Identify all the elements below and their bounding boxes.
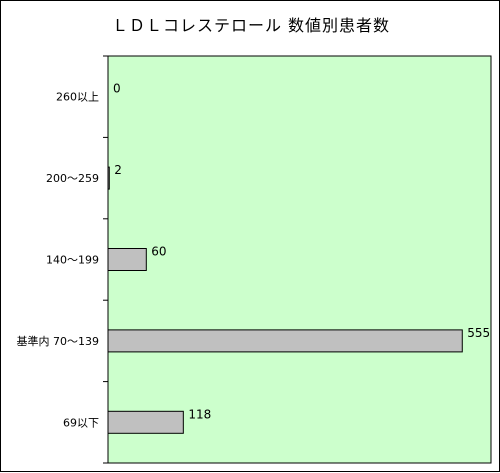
category-label: 200～259 — [46, 172, 99, 185]
bar — [107, 329, 463, 353]
chart-title: ＬＤＬコレステロール 数値別患者数 — [112, 16, 390, 35]
category-label: 基準内 70～139 — [17, 334, 100, 348]
category-labels: 260以上 200～259 140～199 基準内 70～139 69以下 — [17, 91, 100, 430]
category-label: 140～199 — [46, 254, 99, 267]
bar — [107, 410, 184, 434]
plot-area — [107, 55, 492, 464]
bars — [107, 166, 463, 434]
data-label: 555 — [467, 326, 490, 340]
bar — [107, 248, 147, 271]
data-labels: 0 2 60 555 118 — [113, 82, 490, 422]
category-label: 260以上 — [56, 91, 99, 104]
data-label: 60 — [151, 245, 166, 259]
bar — [107, 166, 110, 190]
data-label: 0 — [113, 82, 121, 96]
y-axis-ticks — [103, 55, 108, 464]
category-label: 69以下 — [63, 416, 99, 429]
data-label: 118 — [188, 407, 211, 421]
data-label: 2 — [114, 163, 122, 177]
